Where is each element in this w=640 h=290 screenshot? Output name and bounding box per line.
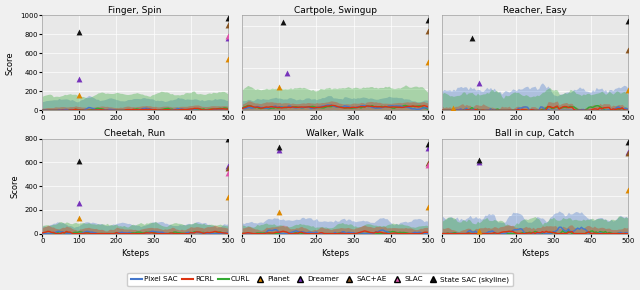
Point: [223, 165, 233, 170]
Point: [623, 48, 633, 53]
Point: [474, 158, 484, 163]
Point: [282, 71, 292, 76]
Point: [467, 36, 477, 40]
Title: Cartpole, Swingup: Cartpole, Swingup: [294, 6, 376, 14]
X-axis label: Ksteps: Ksteps: [321, 249, 349, 258]
Point: [275, 210, 285, 215]
Point: [275, 145, 285, 149]
Title: Ball in cup, Catch: Ball in cup, Catch: [495, 129, 575, 138]
Point: [422, 163, 433, 167]
Point: [474, 80, 484, 85]
Point: [474, 160, 484, 165]
Point: [74, 215, 84, 220]
Point: [623, 188, 633, 192]
Point: [623, 150, 633, 154]
Title: Finger, Spin: Finger, Spin: [108, 6, 162, 14]
Y-axis label: Score: Score: [10, 174, 19, 198]
Point: [623, 19, 633, 23]
X-axis label: Ksteps: Ksteps: [521, 249, 549, 258]
Point: [223, 171, 233, 175]
Point: [623, 88, 633, 93]
Point: [223, 137, 233, 142]
Point: [422, 146, 433, 151]
Point: [223, 195, 233, 200]
Title: Reacher, Easy: Reacher, Easy: [503, 6, 567, 14]
Point: [223, 57, 233, 61]
X-axis label: Ksteps: Ksteps: [121, 249, 149, 258]
Legend: Pixel SAC, RCRL, CURL, Planet, Dreamer, SAC+AE, SLAC, State SAC (skyline): Pixel SAC, RCRL, CURL, Planet, Dreamer, …: [127, 273, 513, 287]
Point: [74, 93, 84, 97]
Point: [275, 85, 285, 89]
Point: [422, 17, 433, 22]
Point: [474, 229, 484, 233]
Point: [223, 164, 233, 168]
Point: [422, 205, 433, 210]
Point: [74, 77, 84, 81]
Point: [74, 30, 84, 35]
Point: [623, 151, 633, 155]
Point: [422, 29, 433, 33]
Point: [278, 19, 288, 24]
Title: Walker, Walk: Walker, Walk: [306, 129, 364, 138]
Point: [448, 106, 458, 111]
Point: [223, 16, 233, 21]
Y-axis label: Score: Score: [6, 51, 15, 75]
Point: [623, 139, 633, 144]
Point: [223, 36, 233, 40]
Point: [422, 59, 433, 64]
Point: [422, 141, 433, 146]
Title: Cheetah, Run: Cheetah, Run: [104, 129, 166, 138]
Point: [223, 34, 233, 39]
Point: [275, 148, 285, 152]
Point: [74, 201, 84, 206]
Point: [422, 161, 433, 166]
Point: [223, 23, 233, 27]
Point: [74, 158, 84, 163]
